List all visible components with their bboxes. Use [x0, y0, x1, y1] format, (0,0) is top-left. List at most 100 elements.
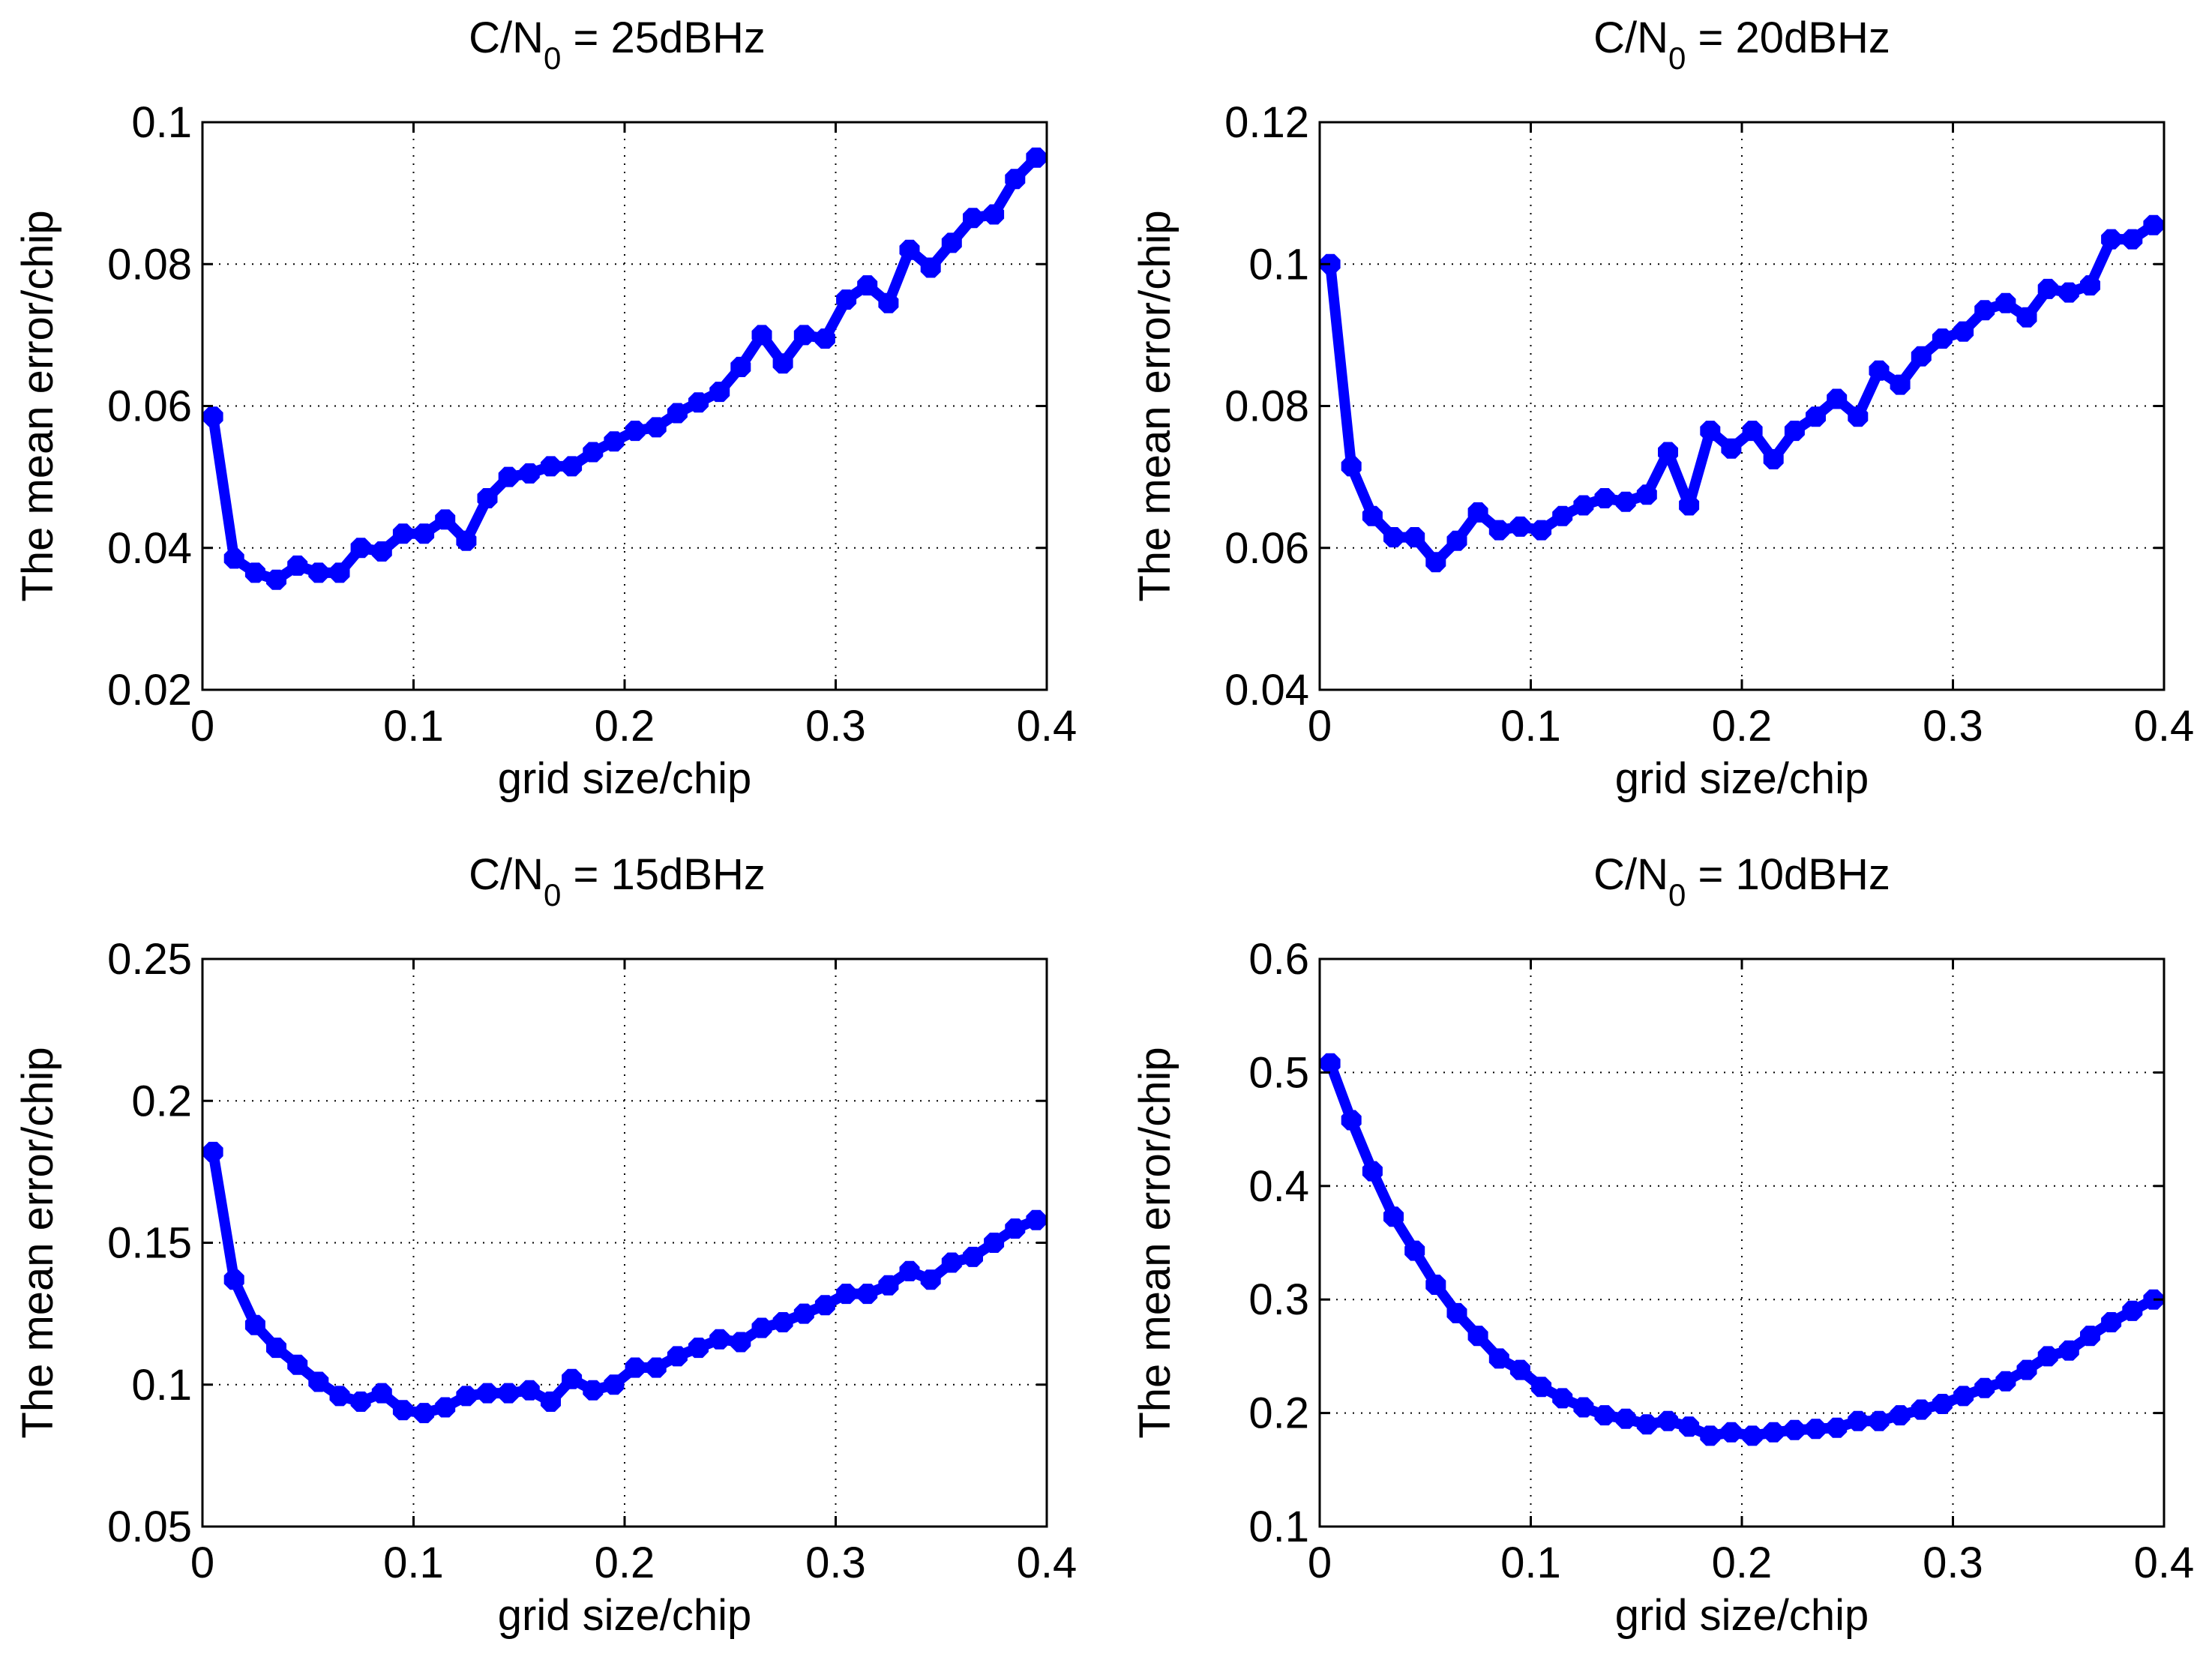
data-point — [350, 1391, 371, 1412]
data-point — [350, 538, 371, 559]
data-point — [1806, 406, 1826, 427]
data-point — [1362, 505, 1383, 526]
plot-title: C/N0 = 20dBHz — [1593, 13, 1890, 76]
data-point — [287, 555, 308, 576]
data-point — [392, 1400, 413, 1421]
title-subscript: 0 — [544, 40, 561, 76]
data-point — [498, 1383, 519, 1404]
data-point — [793, 1303, 814, 1324]
data-point — [2080, 1326, 2100, 1347]
data-point — [1890, 1405, 1911, 1426]
data-point — [1679, 1416, 1700, 1437]
data-point — [2016, 307, 2037, 328]
x-tick-label: 0.1 — [1500, 702, 1561, 751]
data-point — [963, 1246, 983, 1267]
y-tick-label: 0.04 — [107, 524, 192, 573]
y-axis-label: The mean error/chip — [13, 1047, 62, 1438]
data-point — [920, 1269, 941, 1290]
data-point — [625, 1357, 646, 1378]
data-point — [1446, 530, 1467, 551]
x-tick-label: 0.4 — [1017, 702, 1078, 751]
title-subscript: 0 — [1668, 40, 1686, 76]
data-point — [941, 1252, 962, 1273]
y-tick-label: 0.1 — [131, 1361, 192, 1410]
data-point — [308, 562, 329, 583]
data-point — [1932, 328, 1953, 349]
data-point — [1636, 1414, 1657, 1435]
title-suffix: = 20dBHz — [1686, 13, 1890, 62]
title-suffix: = 10dBHz — [1686, 850, 1890, 899]
data-point — [266, 569, 286, 590]
data-point — [667, 403, 688, 424]
data-point — [1488, 1348, 1509, 1369]
data-point — [371, 541, 392, 562]
data-point — [456, 530, 477, 551]
data-point — [1615, 491, 1636, 512]
data-point — [244, 1314, 265, 1335]
data-point — [1467, 1326, 1488, 1347]
data-point — [1531, 520, 1552, 541]
data-point — [1742, 421, 1763, 442]
x-axis-label: grid size/chip — [1615, 1591, 1869, 1640]
x-tick-label: 0.1 — [1500, 1539, 1561, 1587]
data-point — [498, 466, 519, 487]
data-point — [1848, 1410, 1869, 1431]
x-tick-label: 0 — [190, 702, 214, 751]
data-point — [1890, 374, 1911, 395]
data-point — [583, 1380, 604, 1401]
data-point — [1552, 505, 1573, 526]
plot-frame — [1318, 957, 2166, 1528]
data-point — [456, 1386, 477, 1407]
data-point — [371, 1383, 392, 1404]
data-point — [202, 406, 223, 427]
data-point — [1531, 1377, 1552, 1398]
y-tick-label: 0.5 — [1248, 1048, 1309, 1097]
data-point — [857, 1284, 878, 1305]
data-point — [1425, 1275, 1446, 1295]
title-subscript: 0 — [1668, 877, 1686, 912]
data-point — [667, 1346, 688, 1367]
x-tick-label: 0.2 — [595, 702, 655, 751]
data-point — [625, 421, 646, 442]
y-tick-label: 0.04 — [1224, 666, 1309, 715]
data-point — [1784, 1419, 1805, 1440]
data-point — [1320, 253, 1341, 274]
data-point — [1573, 495, 1594, 516]
data-point — [1425, 552, 1446, 573]
data-point — [730, 356, 751, 377]
plot-title: C/N0 = 25dBHz — [469, 13, 766, 76]
data-point — [2058, 282, 2079, 303]
data-point — [878, 1275, 899, 1296]
x-tick-label: 0.1 — [383, 1539, 444, 1587]
data-point — [920, 257, 941, 278]
data-point — [2080, 275, 2100, 296]
data-point — [1995, 1371, 2016, 1392]
data-point — [1488, 520, 1509, 541]
y-tick-label: 0.06 — [107, 382, 192, 431]
data-point — [435, 509, 456, 530]
data-point — [414, 523, 435, 544]
data-point — [266, 1338, 286, 1359]
data-point — [836, 1284, 857, 1305]
plot-title: C/N0 = 15dBHz — [469, 850, 766, 912]
data-point — [1953, 1386, 1974, 1407]
data-point — [604, 1374, 625, 1395]
y-tick-label: 0.12 — [1224, 98, 1309, 147]
data-point — [984, 1233, 1005, 1253]
data-point — [646, 417, 667, 438]
data-point — [1658, 1410, 1678, 1431]
x-tick-label: 0.3 — [805, 1539, 866, 1587]
series-line — [208, 1146, 1042, 1419]
data-point — [899, 239, 920, 260]
y-tick-label: 0.1 — [131, 98, 192, 147]
data-point — [646, 1357, 667, 1378]
data-point — [1383, 527, 1404, 548]
y-axis-label: The mean error/chip — [1131, 1047, 1179, 1438]
x-tick-label: 0.1 — [383, 702, 444, 751]
title-suffix: = 15dBHz — [561, 850, 765, 899]
data-point — [1742, 1425, 1763, 1446]
y-tick-label: 0.02 — [107, 666, 192, 715]
data-point — [1827, 1417, 1848, 1438]
data-point — [1594, 488, 1615, 508]
data-point — [477, 1383, 498, 1404]
